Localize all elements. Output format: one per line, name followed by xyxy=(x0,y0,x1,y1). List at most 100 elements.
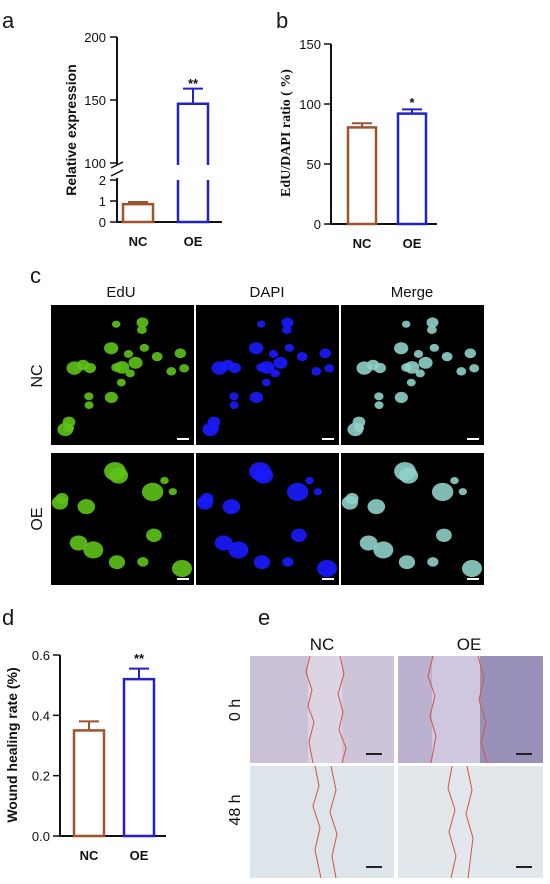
wound-edge-line xyxy=(465,765,474,879)
nucleus xyxy=(268,350,279,358)
cell-layer xyxy=(250,656,308,763)
panel-e-row-48h: 48 h xyxy=(227,794,244,825)
nucleus xyxy=(146,528,162,542)
nucleus xyxy=(461,559,483,578)
nucleus xyxy=(291,528,307,542)
wound-image-nc-48h xyxy=(250,766,394,878)
chart-b-ylabel: EdU/DAPI ratio ( %) xyxy=(279,69,294,197)
panel-label-c: c xyxy=(30,263,41,288)
wound-edge-line xyxy=(312,765,322,879)
wound-edge-line xyxy=(447,765,457,879)
nucleus xyxy=(282,557,294,567)
nucleus xyxy=(125,369,135,378)
chart-b-tick-label: 150 xyxy=(299,37,321,52)
nucleus xyxy=(305,476,314,485)
nucleus xyxy=(402,320,411,328)
nucleus xyxy=(313,488,322,496)
panel-c-row-nc: NC xyxy=(29,364,46,387)
nucleus xyxy=(108,555,126,570)
nucleus xyxy=(401,363,412,372)
chart-a-axis-break xyxy=(110,161,124,177)
nucleus xyxy=(222,499,241,515)
nucleus xyxy=(427,557,439,567)
nucleus xyxy=(366,359,380,371)
chart-a-tick-label: 150 xyxy=(84,93,106,108)
chart-d-bar-nc xyxy=(72,729,106,838)
cell-layer xyxy=(342,656,394,763)
panel-label-b: b xyxy=(276,8,288,33)
nucleus xyxy=(413,350,424,358)
nucleus xyxy=(426,317,439,328)
wound-edge-line xyxy=(427,655,437,764)
panel-e-column-oe: OE xyxy=(457,635,482,654)
nucleus xyxy=(84,392,94,401)
chart-b-tick-label: 100 xyxy=(299,97,321,112)
nucleus xyxy=(229,401,239,409)
nucleus xyxy=(284,343,295,352)
nucleus xyxy=(221,359,235,371)
nucleus xyxy=(450,476,459,485)
nucleus xyxy=(160,476,169,485)
nucleus xyxy=(464,348,477,359)
nucleus xyxy=(469,364,480,373)
panel-c-column-dapi: DAPI xyxy=(249,284,284,301)
nucleus xyxy=(456,367,467,376)
chart-a-bar-nc xyxy=(121,202,155,224)
panel-e-column-nc: NC xyxy=(310,635,335,654)
nucleus xyxy=(64,423,75,433)
nucleus xyxy=(179,364,190,373)
nucleus xyxy=(109,467,129,484)
chart-d-ylabel: Wound healing rate (%) xyxy=(4,667,20,822)
nucleus xyxy=(253,555,271,570)
nucleus xyxy=(141,482,164,502)
nucleus xyxy=(257,320,266,328)
chart-d-tick-label: 0.6 xyxy=(32,648,50,663)
nucleus xyxy=(166,367,177,376)
nucleus xyxy=(441,352,453,362)
nucleus xyxy=(136,317,149,328)
nucleus xyxy=(261,378,271,387)
nucleus xyxy=(69,535,88,551)
nucleus xyxy=(209,423,220,433)
nucleus xyxy=(116,378,126,387)
chart-d-bar-oe xyxy=(122,677,156,838)
chart-a-bar-oe xyxy=(176,102,210,224)
nucleus xyxy=(229,392,239,401)
nucleus xyxy=(77,499,96,515)
nucleus xyxy=(374,392,384,401)
chart-a-ylabel: Relative expression xyxy=(63,64,79,196)
nucleus xyxy=(373,541,394,559)
chart-d-tick-label: 0.4 xyxy=(32,708,50,723)
chart-b-category: NC xyxy=(353,236,372,251)
nucleus xyxy=(399,467,419,484)
wound-edge-line xyxy=(305,655,315,764)
chart-b-tick-label: 0 xyxy=(314,217,321,232)
nucleus xyxy=(286,482,309,502)
chart-b-tick-label: 50 xyxy=(307,157,321,172)
nucleus xyxy=(151,352,163,362)
chart-d-tick-label: 0.0 xyxy=(32,829,50,844)
nucleus xyxy=(394,391,408,404)
nucleus xyxy=(123,350,134,358)
cell-layer xyxy=(398,656,432,763)
panel-label-e: e xyxy=(258,605,270,630)
nucleus xyxy=(431,482,454,502)
chart-a: Relative expression 200 150 100 2 1 0 **… xyxy=(63,30,222,249)
nucleus xyxy=(341,495,358,510)
chart-a-tick-label: 2 xyxy=(99,173,106,188)
nucleus xyxy=(296,352,308,362)
nucleus xyxy=(394,342,409,355)
chart-a-tick-label: 0 xyxy=(99,215,106,230)
nucleus xyxy=(249,342,264,355)
nucleus xyxy=(83,541,104,559)
nucleus xyxy=(168,488,177,496)
panel-c-column-merge: Merge xyxy=(391,284,434,301)
nucleus xyxy=(84,401,94,409)
nucleus xyxy=(174,348,187,359)
chart-d-category: OE xyxy=(130,848,149,863)
nucleus xyxy=(137,325,147,335)
chart-d-category: NC xyxy=(80,848,99,863)
chart-a-category: NC xyxy=(129,234,148,249)
panel-e-row-0h: 0 h xyxy=(227,699,244,721)
